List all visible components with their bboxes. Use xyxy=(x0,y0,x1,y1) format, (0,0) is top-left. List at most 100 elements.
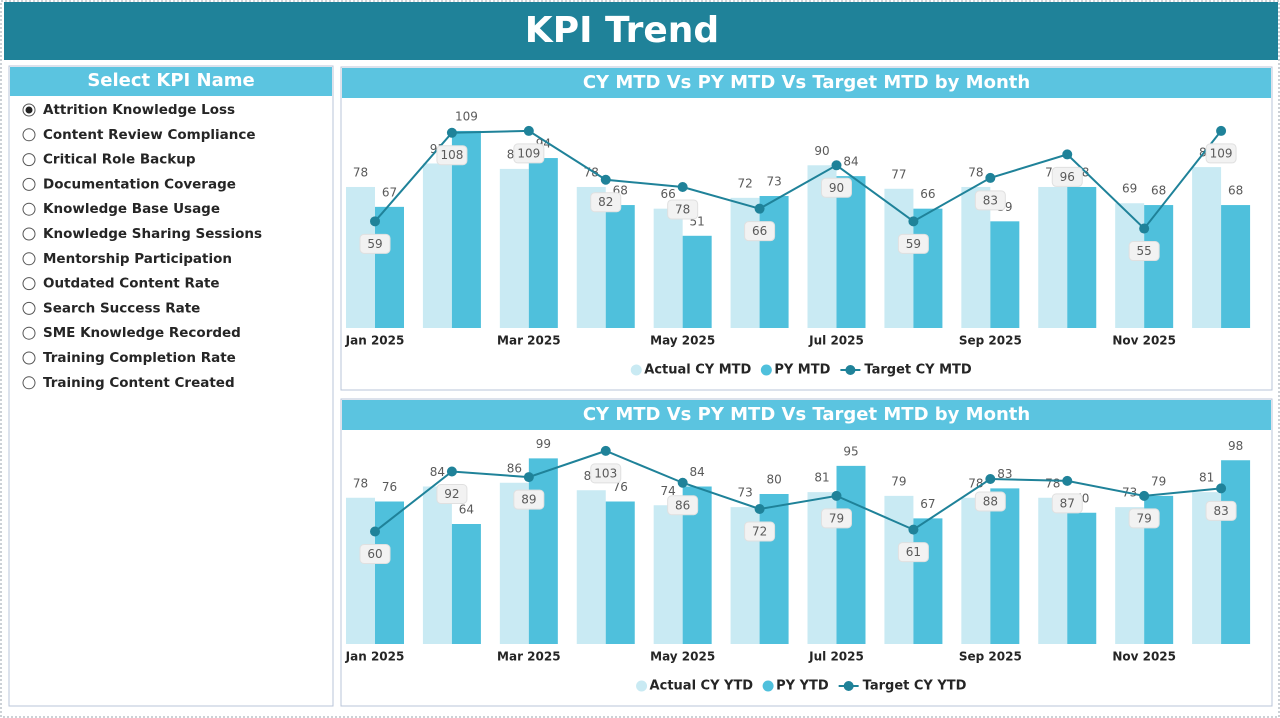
data-label: 67 xyxy=(382,185,397,199)
legend-item: PY MTD xyxy=(760,363,831,378)
slicer-option-label[interactable]: Knowledge Sharing Sessions xyxy=(43,226,262,242)
data-label: 108 xyxy=(440,148,463,162)
data-label: 83 xyxy=(1213,504,1228,518)
bar xyxy=(1038,186,1068,328)
data-label: 78 xyxy=(675,202,690,216)
slicer-option-label[interactable]: Mentorship Participation xyxy=(43,251,232,267)
slicer-option-label[interactable]: Documentation Coverage xyxy=(43,176,236,192)
data-label: 72 xyxy=(737,176,752,190)
legend-label: Target CY MTD xyxy=(864,363,972,378)
target-point xyxy=(677,181,688,192)
slicer-option[interactable]: Search Success Rate xyxy=(22,300,200,316)
radio-button[interactable] xyxy=(22,277,36,291)
bar xyxy=(528,158,558,328)
bar xyxy=(913,518,943,644)
legend-marker xyxy=(630,364,642,376)
data-label-box xyxy=(1051,166,1083,187)
bar xyxy=(990,221,1020,328)
slicer-option[interactable]: Documentation Coverage xyxy=(22,176,236,192)
bar xyxy=(1192,167,1222,328)
data-label: 77 xyxy=(891,167,906,181)
legend-item: Actual CY MTD xyxy=(630,363,752,378)
slicer-option[interactable]: Critical Role Backup xyxy=(22,152,196,168)
slicer-title-bar xyxy=(10,67,332,96)
bar xyxy=(422,486,452,644)
data-label: 74 xyxy=(661,484,676,498)
slicer-option-label[interactable]: SME Knowledge Recorded xyxy=(43,325,241,341)
radio-button[interactable] xyxy=(22,326,36,340)
slicer-option[interactable]: Training Completion Rate xyxy=(22,350,236,366)
data-label-box xyxy=(974,491,1006,512)
radio-button[interactable] xyxy=(22,202,36,216)
slicer-option-label[interactable]: Knowledge Base Usage xyxy=(43,201,220,217)
bar xyxy=(605,205,635,328)
target-point xyxy=(1216,483,1227,494)
data-label: 59 xyxy=(367,237,382,251)
bar xyxy=(1221,460,1251,644)
data-label: 109 xyxy=(517,146,540,160)
slicer-option[interactable]: Content Review Compliance xyxy=(22,127,256,143)
target-point xyxy=(1216,125,1227,136)
radio-button[interactable] xyxy=(22,252,36,266)
radio-button[interactable] xyxy=(22,153,36,167)
slicer-option[interactable]: Attrition Knowledge Loss xyxy=(22,102,235,118)
chart-title-bar xyxy=(342,400,1271,430)
data-label-box xyxy=(590,192,622,213)
radio-button[interactable] xyxy=(22,301,36,315)
slicer-option-label[interactable]: Training Content Created xyxy=(43,375,235,391)
radio-button[interactable] xyxy=(22,376,36,390)
data-label: 67 xyxy=(920,497,935,511)
slicer-title: Select KPI Name xyxy=(87,70,254,91)
data-label: 86 xyxy=(507,461,522,475)
bar xyxy=(375,501,404,644)
legend-label: Actual CY MTD xyxy=(644,363,751,378)
data-label-box xyxy=(1205,500,1237,521)
slicer-option[interactable]: Knowledge Base Usage xyxy=(22,201,220,217)
slicer-option[interactable]: Mentorship Participation xyxy=(22,251,232,267)
slicer-option-label[interactable]: Outdated Content Rate xyxy=(43,276,220,292)
legend: Actual CY YTD PY YTD Target CY YTD xyxy=(636,679,967,694)
bar xyxy=(759,494,789,644)
slicer-option[interactable]: Outdated Content Rate xyxy=(22,276,220,292)
slicer-option[interactable]: Training Content Created xyxy=(22,375,235,391)
legend-marker xyxy=(845,365,856,375)
radio-button[interactable] xyxy=(22,128,36,142)
target-point xyxy=(600,445,611,456)
x-tick-label: Mar 2025 xyxy=(497,334,561,348)
data-label-box xyxy=(359,233,391,254)
target-point xyxy=(908,524,919,535)
target-point xyxy=(831,490,842,501)
radio-button[interactable] xyxy=(22,177,36,191)
slicer-panel xyxy=(8,65,334,707)
bar xyxy=(346,186,375,328)
data-label: 95 xyxy=(843,444,858,458)
target-point xyxy=(370,216,380,227)
radio-button[interactable] xyxy=(22,351,36,365)
legend-label: Target CY YTD xyxy=(863,679,967,694)
slicer-option[interactable]: Knowledge Sharing Sessions xyxy=(22,226,262,242)
data-label: 103 xyxy=(594,466,617,480)
slicer-option-label[interactable]: Attrition Knowledge Loss xyxy=(43,102,235,118)
data-label: 64 xyxy=(459,503,474,517)
chart-title-bar xyxy=(342,68,1271,98)
bar xyxy=(576,490,606,644)
data-label: 59 xyxy=(906,237,921,251)
slicer-option-label[interactable]: Critical Role Backup xyxy=(43,152,196,168)
target-point xyxy=(370,526,380,537)
target-point xyxy=(677,477,688,488)
data-label-box xyxy=(897,233,929,254)
legend-marker xyxy=(636,680,648,692)
radio-button[interactable] xyxy=(22,227,36,241)
slicer-option[interactable]: SME Knowledge Recorded xyxy=(22,325,241,341)
slicer-option-label[interactable]: Search Success Rate xyxy=(43,300,200,316)
data-label: 79 xyxy=(891,474,906,488)
bar xyxy=(884,495,914,644)
target-point xyxy=(831,160,842,171)
slicer-option-label[interactable]: Content Review Compliance xyxy=(43,127,256,143)
slicer-option-label[interactable]: Training Completion Rate xyxy=(43,350,236,366)
data-label: 99 xyxy=(536,437,551,451)
data-label-box xyxy=(1205,143,1237,164)
data-label-box xyxy=(821,177,852,198)
data-label: 89 xyxy=(521,493,536,507)
data-label: 66 xyxy=(752,224,767,238)
